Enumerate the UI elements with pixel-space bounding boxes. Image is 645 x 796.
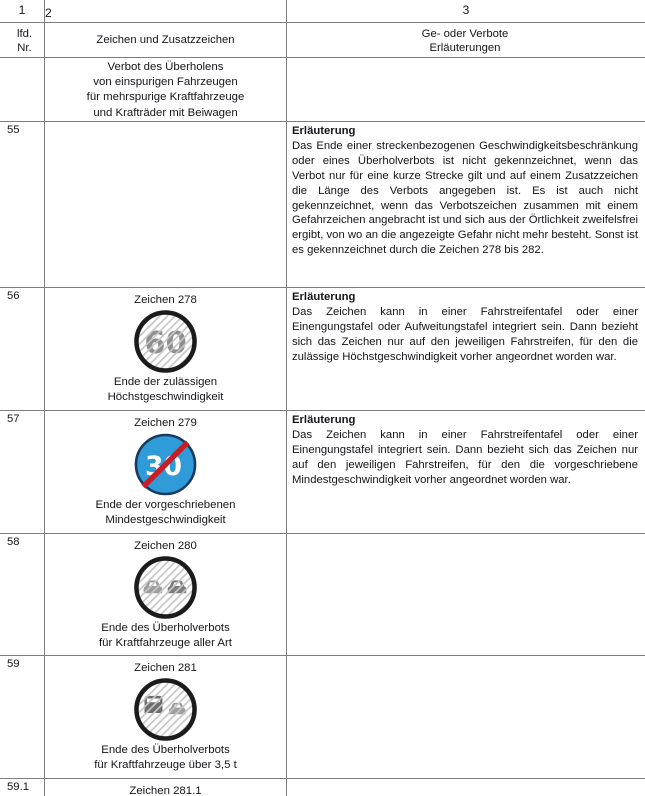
column-number-3: 3 (462, 3, 470, 17)
row-number-cell: 58 (0, 534, 45, 655)
table-row-57: 57 Zeichen 279 30 Ende der vorgeschriebe… (0, 410, 645, 533)
row-number-cell: 59 (0, 656, 45, 778)
column-number-row: 1 2 3 (0, 0, 645, 22)
row-number-cell: 56 (0, 288, 45, 410)
explanation-body: Das Zeichen kann in einer Fahrstreifenta… (292, 428, 638, 486)
explanation-cell: Erläuterung Das Zeichen kann in einer Fa… (287, 288, 645, 410)
header-ge-oder-verbote: Ge- oder Verbote Erläuterungen (421, 27, 509, 55)
sign-caption: Ende der vorgeschriebenen Mindestgeschwi… (95, 499, 236, 526)
diagonal-hatch-overlay (138, 682, 193, 737)
table-row-59-1: 59.1 Zeichen 281.1 (0, 778, 645, 796)
red-cancel-stripe (141, 440, 190, 489)
sign-279-end-of-minimum-speed-icon: 30 (134, 433, 197, 496)
diagonal-hatch-overlay (138, 314, 193, 369)
table-row-58: 58 Zeichen 280 Ende des Überholverbots f… (0, 533, 645, 655)
sign-number-label: Zeichen 278 (134, 294, 197, 306)
row-number-cell: 59.1 (0, 779, 45, 796)
sign-cell: Zeichen 279 30 Ende der vorgeschriebenen… (45, 411, 287, 533)
sign-caption: Ende des Überholverbots für Kraftfahrzeu… (99, 622, 232, 649)
sign-number-label: Zeichen 280 (134, 540, 197, 552)
header-zeichen: Zeichen und Zusatzzeichen (45, 23, 287, 57)
diagonal-hatch-overlay (138, 560, 193, 615)
sign-ring (134, 556, 197, 619)
sign-cell (45, 122, 287, 287)
table-header-row: lfd. Nr. Zeichen und Zusatzzeichen Ge- o… (0, 22, 645, 57)
section-subheader-row: Verbot des Überholens von einspurigen Fa… (0, 57, 645, 121)
sign-caption: Ende des Überholverbots für Kraftfahrzeu… (94, 744, 237, 771)
sign-number-label: Zeichen 281 (134, 662, 197, 674)
empty-cell (287, 58, 645, 121)
explanation-cell (287, 779, 645, 796)
explanation-title: Erläuterung (292, 414, 356, 426)
explanation-title: Erläuterung (292, 125, 356, 137)
sign-ring (134, 310, 197, 373)
explanation-body: Das Ende einer streckenbezogenen Geschwi… (292, 139, 639, 257)
sign-cell: Zeichen 281 Ende des Überholverbots für … (45, 656, 287, 778)
column-number-2: 2 (45, 0, 287, 22)
explanation-cell: Erläuterung Das Ende einer streckenbezog… (287, 122, 645, 287)
header-lfd-nr: lfd. Nr. (0, 23, 45, 57)
sign-280-end-of-overtaking-ban-icon (134, 556, 197, 619)
sign-278-end-of-speed-limit-icon: 60 (134, 310, 197, 373)
explanation-cell: Erläuterung Das Zeichen kann in einer Fa… (287, 411, 645, 533)
sign-ring (134, 678, 197, 741)
sign-caption: Ende der zulässigen Höchstgeschwindigkei… (107, 376, 224, 403)
sign-cell: Zeichen 278 60 Ende der zulässigen Höchs… (45, 288, 287, 410)
sign-number-label: Zeichen 281.1 (129, 785, 202, 796)
section-subheader-text: Verbot des Überholens von einspurigen Fa… (45, 58, 287, 121)
sign-cell: Zeichen 280 Ende des Überholverbots für … (45, 534, 287, 655)
sign-number-label: Zeichen 279 (134, 417, 197, 429)
row-number-cell: 55 (0, 122, 45, 287)
empty-cell (0, 58, 45, 121)
explanation-cell (287, 534, 645, 655)
explanation-title: Erläuterung (292, 291, 356, 303)
explanation-cell (287, 656, 645, 778)
sign-cell: Zeichen 281.1 (45, 779, 287, 796)
sign-281-end-of-truck-overtaking-ban-icon (134, 678, 197, 741)
row-number-cell: 57 (0, 411, 45, 533)
table-row-56: 56 Zeichen 278 60 Ende der zulässigen Hö… (0, 287, 645, 410)
explanation-body: Das Zeichen kann in einer Fahrstreifenta… (292, 305, 638, 363)
table-row-59: 59 Zeichen 281 Ende des Überholverbots f… (0, 655, 645, 778)
column-number-1: 1 (0, 0, 45, 22)
table-row-55: 55 Erläuterung Das Ende einer streckenbe… (0, 121, 645, 287)
